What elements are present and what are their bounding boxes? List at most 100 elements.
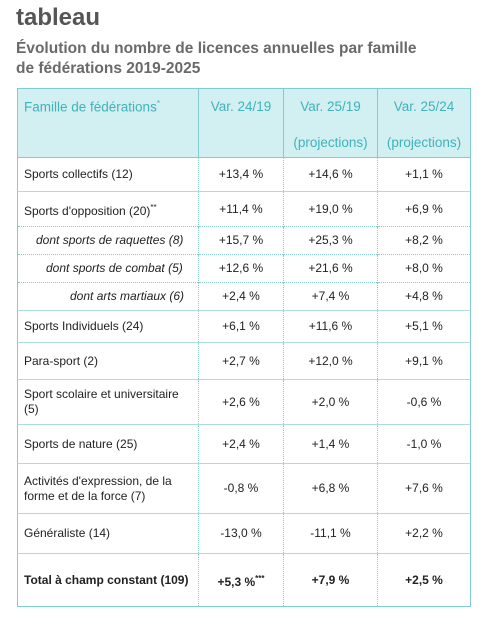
value-cell: +11,6 % bbox=[283, 310, 378, 343]
value-text: +8,0 % bbox=[405, 261, 443, 275]
value-cell: +5,3 %*** bbox=[198, 553, 284, 607]
row-label: Activités d'expression, de la forme et d… bbox=[17, 463, 199, 514]
value-cell: +15,7 % bbox=[198, 226, 284, 255]
value-text: +6,9 % bbox=[405, 201, 443, 216]
value-cell: +8,2 % bbox=[377, 226, 471, 255]
table-row: Sports d'opposition (20)** +11,4 % +19,0 %… bbox=[17, 191, 471, 227]
value-cell: +19,0 % bbox=[283, 191, 378, 227]
value-cell: +2,5 % bbox=[377, 553, 471, 607]
subtitle: de fédérations 2019-2025 bbox=[16, 60, 201, 77]
value-cell: +2,4 % bbox=[198, 424, 284, 464]
column-header: Var. 24/19 bbox=[198, 88, 284, 158]
value-text: -13,0 % bbox=[220, 526, 262, 540]
value-text: +7,4 % bbox=[311, 289, 350, 303]
value-cell: +21,6 % bbox=[283, 254, 378, 283]
value-text: -0,8 % bbox=[223, 481, 259, 495]
table-row: Sports collectifs (12) +13,4 % +14,6 % +1,1… bbox=[17, 157, 471, 192]
value-cell: -0,6 % bbox=[377, 379, 471, 425]
value-text: +2,2 % bbox=[405, 526, 443, 540]
value-text: +4,8 % bbox=[405, 289, 443, 303]
row-label: Sports collectifs (12) bbox=[17, 157, 199, 192]
value-cell: +4,8 % bbox=[377, 282, 471, 311]
value-text: +6,8 % bbox=[311, 481, 350, 495]
subtitle: Évolution du nombre de licences annuelle… bbox=[16, 40, 417, 57]
value-text: +1,4 % bbox=[311, 436, 350, 451]
value-cell: +7,9 % bbox=[283, 553, 378, 607]
table-row: dont sports de raquettes (8) +15,7 % +25,3… bbox=[17, 226, 471, 255]
value-cell: +6,8 % bbox=[283, 463, 378, 514]
value-text: +7,6 % bbox=[405, 481, 443, 495]
value-text: -11,1 % bbox=[310, 526, 351, 540]
row-label: Total à champ constant (109) bbox=[17, 553, 199, 607]
value-cell: +7,4 % bbox=[283, 282, 378, 311]
row-label: dont sports de combat (5) bbox=[17, 254, 199, 283]
header-text: Var. 25/24 bbox=[393, 99, 455, 114]
value-cell: +14,6 % bbox=[283, 157, 378, 192]
value-text: +14,6 % bbox=[308, 167, 353, 181]
value-text: +25,3 % bbox=[308, 233, 353, 247]
table-row: Activités d'expression, de la forme et d… bbox=[17, 463, 471, 514]
value-cell: +6,1 % bbox=[198, 310, 284, 343]
footnote-mark: * bbox=[156, 99, 160, 108]
value-cell: +7,6 % bbox=[377, 463, 471, 514]
value-cell: +1,4 % bbox=[283, 424, 378, 464]
value-cell: +12,6 % bbox=[198, 254, 284, 283]
title: tableau bbox=[16, 4, 101, 31]
label-text: Para-sport (2) bbox=[24, 353, 99, 368]
value-cell: +6,9 % bbox=[377, 191, 471, 227]
row-label: dont sports de raquettes (8) bbox=[17, 226, 199, 255]
value-text: +2,7 % bbox=[222, 353, 260, 368]
label-text: Sports de nature (25) bbox=[24, 436, 138, 451]
value-text: +12,0 % bbox=[308, 353, 353, 368]
value-text: +2,4 % bbox=[222, 436, 260, 451]
value-text: +8,2 % bbox=[405, 233, 443, 247]
value-text: +2,4 % bbox=[222, 289, 260, 303]
value-text: +19,0 % bbox=[308, 201, 353, 216]
label-text: Activités d'expression, de la forme et d… bbox=[24, 473, 172, 503]
row-label: Sports de nature (25) bbox=[17, 424, 199, 464]
value-text: +6,1 % bbox=[222, 319, 260, 333]
value-text: +2,6 % bbox=[222, 394, 260, 409]
table-row: Para-sport (2) +2,7 % +12,0 % +9,1 % bbox=[17, 342, 471, 380]
header-text: Famille de fédérations bbox=[24, 99, 157, 115]
value-text: +12,6 % bbox=[218, 261, 264, 275]
value-cell: +8,0 % bbox=[377, 254, 471, 283]
row-label: Sports Individuels (24) bbox=[17, 310, 199, 343]
label-text: Total à champ constant (109) bbox=[24, 572, 189, 587]
value-text: -1,0 % bbox=[406, 436, 442, 451]
header-text: Var. 24/19 bbox=[210, 99, 272, 114]
value-text: +1,1 % bbox=[405, 167, 443, 181]
table-row: Sports de nature (25) +2,4 % +1,4 % -1,0 % bbox=[17, 424, 471, 464]
value-cell: +1,1 % bbox=[377, 157, 471, 192]
value-text: +5,1 % bbox=[405, 319, 443, 333]
value-cell: +2,7 % bbox=[198, 342, 284, 380]
row-label: Sport scolaire et universitaire (5) bbox=[17, 379, 199, 425]
value-cell: +11,4 % bbox=[198, 191, 284, 227]
value-cell: +2,2 % bbox=[377, 513, 471, 554]
value-cell: +2,6 % bbox=[198, 379, 284, 425]
value-cell: +2,0 % bbox=[283, 379, 378, 425]
table-row: Sports Individuels (24) +6,1 % +11,6 % +5,1… bbox=[17, 310, 471, 343]
footnote-mark: *** bbox=[255, 573, 265, 583]
table-row: Total à champ constant (109) +5,3 %*** +7,… bbox=[17, 553, 471, 607]
value-cell: -0,8 % bbox=[198, 463, 284, 514]
table: Famille de fédérations* Var. 24/19 Var. … bbox=[17, 88, 471, 607]
label-text: dont sports de raquettes (8) bbox=[36, 233, 184, 247]
value-text: +2,0 % bbox=[311, 394, 350, 409]
value-cell: -11,1 % bbox=[283, 513, 378, 554]
row-label: dont arts martiaux (6) bbox=[17, 282, 199, 311]
column-header: Var. 25/19 (projections) bbox=[283, 88, 378, 158]
value-text: -0,6 % bbox=[406, 394, 442, 409]
value-text: +2,5 % bbox=[405, 572, 443, 587]
label-text: Sports d'opposition (20) bbox=[24, 203, 151, 218]
value-text: +13,4 % bbox=[218, 167, 264, 181]
header-row: Famille de fédérations* Var. 24/19 Var. … bbox=[17, 88, 471, 158]
table-row: Généraliste (14) -13,0 % -11,1 % +2,2 % bbox=[17, 513, 471, 554]
value-text: +11,4 % bbox=[219, 201, 263, 216]
label-text: Généraliste (14) bbox=[24, 526, 111, 540]
value-text: +9,1 % bbox=[405, 353, 443, 368]
table-row: dont arts martiaux (6) +2,4 % +7,4 % +4,8 % bbox=[17, 282, 471, 311]
column-header: Famille de fédérations* bbox=[17, 88, 199, 158]
row-label: Sports d'opposition (20)** bbox=[17, 191, 199, 227]
